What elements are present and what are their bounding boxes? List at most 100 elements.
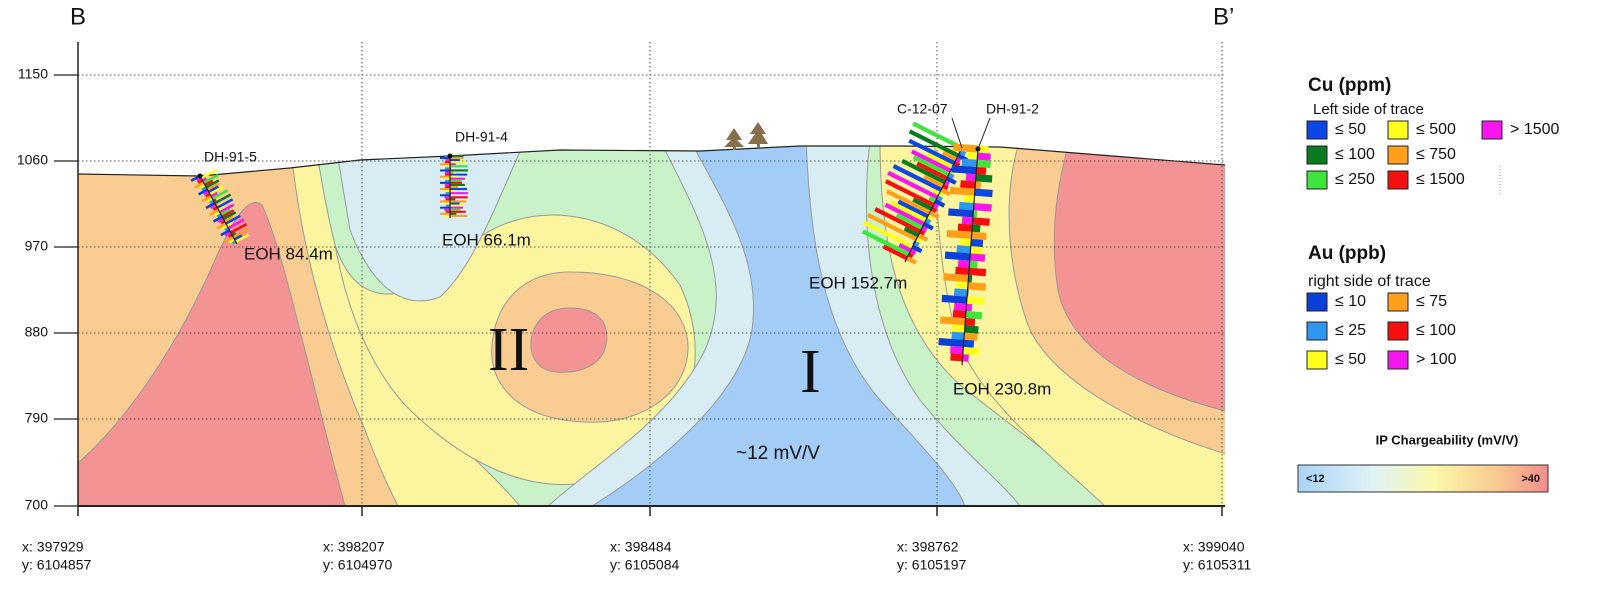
cu-bar (219, 203, 235, 214)
legend-label: ≤ 100 (1335, 146, 1375, 163)
coord-y: y: 6105084 (610, 557, 679, 573)
au-bar (955, 281, 969, 290)
cu-bar (926, 152, 954, 169)
au-bar (205, 202, 216, 210)
cu-bar (971, 231, 987, 241)
cu-bar (211, 189, 229, 200)
legend-label: ≤ 100 (1416, 322, 1456, 339)
au-bar (934, 199, 946, 208)
au-bar (950, 353, 963, 362)
au-bar (938, 191, 945, 198)
au-bar (965, 173, 977, 182)
legend-label: ≤ 1500 (1416, 171, 1465, 188)
grid (77, 42, 1225, 516)
trees (724, 122, 768, 150)
cu-bar (861, 229, 910, 257)
trace (961, 148, 979, 366)
cu-bar (966, 296, 985, 306)
au-bar (945, 176, 957, 185)
section-end: B’ (1213, 3, 1234, 30)
au-bar (210, 204, 217, 210)
legend-label: > 1500 (1510, 121, 1559, 138)
cu-bar (210, 191, 218, 198)
au-bar (943, 180, 950, 187)
coord-x: x: 398484 (610, 539, 672, 555)
cu-bar (866, 212, 918, 242)
cu-bar (912, 155, 950, 177)
legend-subtitle: right side of trace (1308, 273, 1431, 290)
cu-bar (884, 202, 925, 226)
au-bar (953, 161, 961, 168)
leader (951, 117, 963, 149)
cu-bar (941, 150, 958, 162)
cu-bar (974, 188, 993, 198)
cu-bar (204, 179, 214, 187)
cu-bar (221, 209, 235, 218)
legend-label: ≤ 500 (1416, 121, 1456, 138)
ip-min: <12 (1306, 473, 1325, 485)
au-bar (960, 180, 976, 189)
au-bar (953, 302, 967, 311)
au-bar (967, 151, 978, 160)
cu-bar (916, 161, 948, 181)
au-bar (221, 224, 228, 230)
au-bar (214, 211, 221, 217)
au-bar (220, 220, 226, 225)
au-bar (209, 208, 220, 216)
au-bar (217, 217, 225, 224)
cu-bar (965, 311, 983, 320)
au-bar (936, 195, 943, 202)
au-bar (959, 149, 967, 157)
cu-bar (885, 189, 931, 215)
au-bar (957, 223, 973, 232)
au-bar (913, 241, 920, 247)
topography (77, 145, 1226, 177)
au-bar (911, 244, 923, 254)
cu-bar (222, 211, 237, 221)
cu-bar (970, 246, 983, 255)
zone-label: I (800, 338, 821, 406)
cu-bar (972, 217, 990, 226)
legend-swatch (1387, 170, 1409, 190)
cu-bar (231, 231, 237, 237)
au-bar (224, 231, 232, 237)
cu-bar (975, 174, 993, 183)
legend-swatch (1306, 145, 1328, 165)
au-bar (917, 233, 929, 242)
au-bar (203, 190, 210, 196)
elevation-label: 700 (25, 497, 49, 513)
cu-bar (910, 149, 952, 173)
cu-bar (220, 208, 231, 216)
legend-swatch (1306, 321, 1328, 341)
cu-bar (968, 267, 987, 277)
leader (977, 117, 991, 150)
cu-bar (908, 129, 960, 158)
elevation-label: 790 (25, 410, 49, 426)
drillhole-name: DH-91-2 (986, 101, 1039, 117)
au-bar (949, 186, 976, 196)
eoh-label: EOH 230.8m (953, 379, 1051, 398)
elevation-label: 880 (25, 324, 49, 340)
drill-traces (190, 117, 993, 366)
au-bar (209, 199, 215, 205)
au-bar (907, 252, 914, 259)
au-bar (953, 143, 979, 153)
au-bar (951, 324, 965, 333)
cu-bar (206, 182, 220, 191)
cu-bar (214, 193, 232, 205)
au-bar (953, 288, 968, 297)
cu-bar (200, 168, 218, 180)
au-bar (198, 188, 209, 196)
au-bar (220, 229, 231, 237)
au-bar (943, 273, 969, 283)
au-bar (932, 203, 939, 210)
eoh-label: EOH 84.4m (244, 244, 333, 263)
au-bar (228, 233, 233, 238)
cu-bar (964, 318, 976, 327)
au-bar (952, 310, 967, 319)
legend-swatch (1387, 120, 1409, 140)
cu-bar (923, 174, 944, 188)
cu-bar (226, 222, 233, 228)
legend-swatch (1306, 350, 1328, 370)
